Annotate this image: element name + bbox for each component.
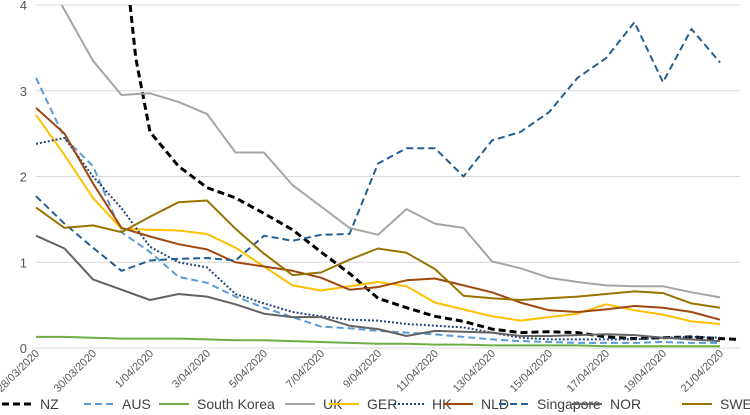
x-tick-label: 3/04/2020 [170,348,213,391]
x-tick-label: 17/04/2020 [565,348,612,392]
legend-item: NZ [0,392,59,415]
legend-label: NLD [481,395,510,412]
x-tick-label: 13/04/2020 [451,348,498,392]
legend: NZ AUS South Korea UK GER HK NLD Singapore NOR SW… [0,392,750,415]
gridlines [36,4,740,349]
legend-swatch [682,402,712,405]
series-line-ger [35,114,721,325]
legend-swatch [572,402,602,405]
series-lines [35,4,741,348]
series-line-nz [128,4,741,341]
legend-item: SWE [680,392,750,415]
legend-swatch [159,402,189,405]
y-tick-label: 0 [20,341,27,356]
series-line-nor [35,234,721,343]
series-line-uk [60,4,721,299]
legend-swatch [84,402,114,405]
legend-label: NZ [40,395,59,412]
x-tick-label: 9/04/2020 [341,348,384,391]
x-tick-label: 19/04/2020 [622,348,669,392]
x-tick-label: 15/04/2020 [508,348,555,392]
legend-item: NOR [570,392,641,415]
y-tick-label: 3 [20,84,27,99]
legend-label: Singapore [537,395,601,412]
legend-swatch [329,402,359,405]
x-axis: 28/03/2020 30/03/2020 1/04/2020 3/04/2020 5/… [0,348,726,392]
series-line-south-korea [36,335,720,348]
x-tick-label: 21/04/2020 [679,348,726,392]
legend-item: AUS [82,392,151,415]
legend-swatch [443,402,473,405]
series-line-nld [35,107,721,321]
legend-swatch [2,402,32,405]
x-tick-label: 5/04/2020 [227,348,270,391]
legend-label: GER [367,395,398,412]
x-tick-label: 11/04/2020 [394,348,441,392]
y-tick-label: 4 [20,0,27,13]
y-axis: 0 1 2 3 4 [20,0,27,356]
legend-swatch [285,402,315,405]
legend-item: GER [327,392,397,415]
legend-swatch [499,402,529,405]
legend-label: NOR [610,395,642,412]
series-line-singapore [35,21,721,272]
legend-label: SWE [720,395,750,412]
legend-swatch [394,402,424,405]
legend-item: NLD [441,392,509,415]
series-line-aus [35,77,720,344]
legend-item: South Korea [157,392,275,415]
legend-item: HK [392,392,451,415]
y-tick-label: 1 [20,255,27,270]
legend-label: South Korea [197,395,275,412]
legend-label: AUS [122,395,151,412]
x-tick-label: 7/04/2020 [284,348,327,391]
series-line-swe [35,199,721,309]
x-tick-label: 1/04/2020 [113,348,156,391]
y-tick-label: 2 [20,170,27,185]
legend-label: HK [432,395,452,412]
x-tick-label: 30/03/2020 [52,348,99,392]
legend-item: Singapore [497,392,601,415]
series-line-hk [35,136,721,341]
